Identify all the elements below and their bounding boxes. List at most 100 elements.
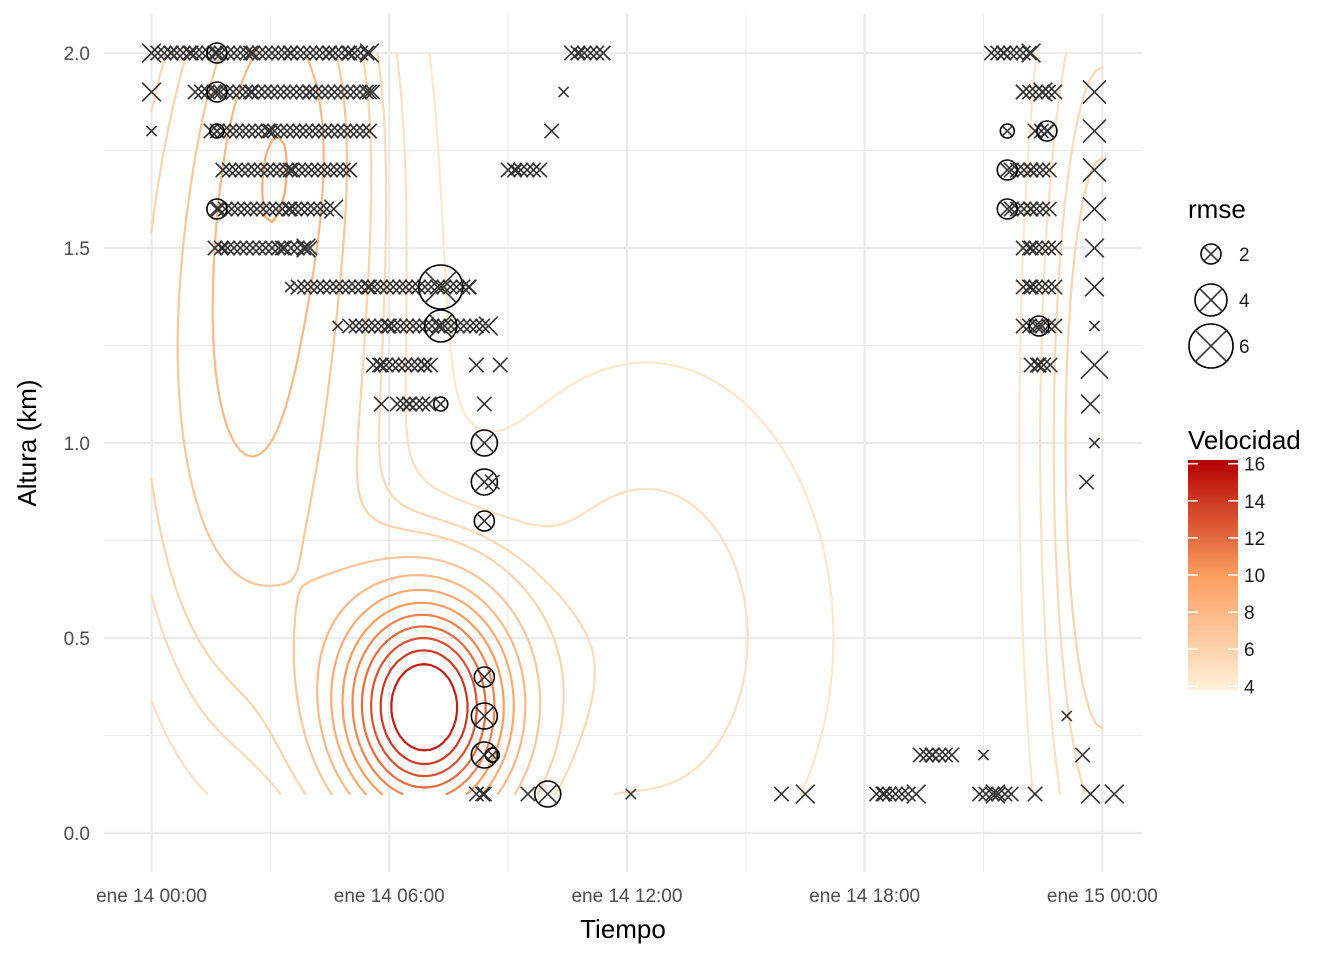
legend-rmse: rmse 2 4 6: [1188, 194, 1250, 368]
rmse-point: [318, 124, 332, 138]
rmse-point: [876, 787, 890, 801]
rmse-point: [1089, 321, 1099, 331]
colorbar-tick-label: 6: [1244, 640, 1255, 661]
rmse-point: [292, 163, 306, 177]
rmse-point: [329, 280, 343, 294]
rmse-point: [380, 280, 394, 294]
rmse-point: [471, 469, 497, 495]
rmse-point: [237, 202, 251, 216]
rmse-point: [1036, 163, 1050, 177]
rmse-point: [477, 787, 491, 801]
rmse-point: [346, 85, 360, 99]
rmse-point: [985, 787, 999, 801]
rmse-point: [1030, 358, 1044, 372]
rmse-point: [231, 202, 245, 216]
rmse-point: [774, 787, 788, 801]
colorbar-tick-label: 14: [1244, 492, 1266, 513]
rmse-point: [796, 785, 815, 804]
grid-major: [104, 14, 1142, 872]
rmse-point: [474, 511, 494, 531]
contour-level-11: [353, 615, 495, 794]
rmse-point: [334, 85, 348, 99]
rmse-point: [342, 280, 356, 294]
rmse-point: [1024, 358, 1038, 372]
rmse-point: [188, 85, 202, 99]
rmse-point: [285, 282, 295, 292]
x-tick-label: ene 14 12:00: [571, 886, 682, 907]
rmse-point: [248, 124, 262, 138]
rmse-point: [1029, 316, 1049, 336]
rmse-point: [913, 748, 927, 762]
rmse-point: [493, 358, 507, 372]
rmse-point: [235, 124, 249, 138]
rmse-point: [323, 163, 337, 177]
rmse-point: [434, 397, 448, 411]
rmse-point: [430, 280, 444, 294]
rmse-point: [280, 124, 294, 138]
y-tick-label: 1.5: [64, 239, 90, 260]
legend-rmse-item: 4: [1195, 284, 1250, 316]
rmse-point: [307, 202, 321, 216]
rmse-point: [559, 87, 569, 97]
rmse-point: [907, 785, 926, 804]
rmse-point: [258, 85, 272, 99]
x-tick-label: ene 14 06:00: [334, 886, 445, 907]
colorbar-tick-label: 4: [1244, 677, 1255, 698]
rmse-point: [1081, 785, 1100, 804]
rmse-point: [520, 163, 534, 177]
rmse-point: [457, 319, 471, 333]
rmse-point: [366, 358, 380, 372]
x-tick-label: ene 14 00:00: [96, 886, 207, 907]
rmse-point: [1105, 785, 1124, 804]
y-tick-labels: 0.00.51.01.52.0: [64, 44, 90, 845]
rmse-point: [300, 202, 314, 216]
rmse-point: [222, 163, 236, 177]
rmse-point: [1062, 711, 1072, 721]
rmse-point: [507, 163, 521, 177]
x-tick-labels: ene 14 00:00 ene 14 06:00 ene 14 12:00 ene …: [96, 886, 1158, 907]
rmse-point: [1000, 124, 1014, 138]
rmse-point: [511, 165, 521, 175]
rmse-point: [305, 124, 319, 138]
rmse-point: [283, 85, 297, 99]
rmse-markers: [142, 43, 1123, 807]
contour-level-15: [391, 664, 457, 750]
rmse-point: [254, 124, 268, 138]
rmse-point: [425, 319, 439, 333]
rmse-point: [228, 163, 242, 177]
rmse-point: [245, 85, 259, 99]
legend-rmse-label: 2: [1239, 245, 1250, 266]
rmse-point: [293, 124, 307, 138]
rmse-point: [1048, 280, 1062, 294]
rmse-point: [281, 202, 295, 216]
rmse-point: [1028, 787, 1042, 801]
rmse-point: [324, 124, 338, 138]
rmse-point: [299, 124, 313, 138]
rmse-point: [1037, 121, 1057, 141]
rmse-point: [368, 319, 382, 333]
rmse-point: [1029, 85, 1043, 99]
colorbar-tick-label: 8: [1244, 603, 1255, 624]
rmse-point: [261, 124, 275, 138]
rmse-point: [1081, 351, 1108, 378]
legend-rmse-item: 6: [1189, 324, 1250, 368]
rmse-point: [972, 787, 986, 801]
contour-level-14: [381, 650, 468, 764]
rmse-point: [1022, 85, 1036, 99]
x-tick-label: ene 15 00:00: [1047, 886, 1158, 907]
rmse-point: [991, 787, 1005, 801]
legend-rmse-title: rmse: [1188, 194, 1246, 224]
rmse-point: [544, 124, 558, 138]
contour-level-5: [152, 53, 1067, 794]
legend-rmse-item: 2: [1201, 244, 1250, 266]
rmse-point: [1048, 319, 1062, 333]
rmse-point: [251, 85, 265, 99]
rmse-point: [250, 202, 264, 216]
rmse-point: [1075, 748, 1089, 762]
rmse-point: [277, 85, 291, 99]
rmse-point: [291, 280, 305, 294]
rmse-point: [1016, 85, 1030, 99]
rmse-point: [330, 163, 344, 177]
colorbar-tick-label: 12: [1244, 529, 1265, 550]
